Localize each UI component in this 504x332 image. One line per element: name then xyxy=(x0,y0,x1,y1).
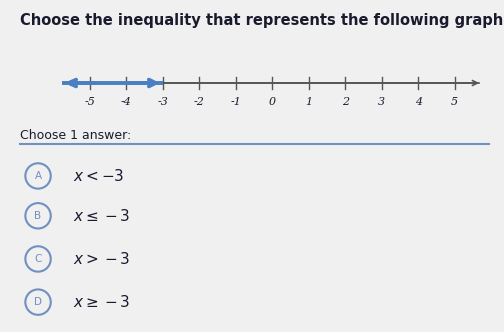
Text: C: C xyxy=(34,254,42,264)
Text: 4: 4 xyxy=(415,97,422,107)
Text: $x < -3$: $x < -3$ xyxy=(73,168,124,184)
Text: D: D xyxy=(34,297,42,307)
Text: A: A xyxy=(34,171,42,181)
Text: 0: 0 xyxy=(269,97,276,107)
Text: B: B xyxy=(34,211,42,221)
Text: -3: -3 xyxy=(157,97,168,107)
Text: -4: -4 xyxy=(121,97,132,107)
Text: Choose the inequality that represents the following graph.: Choose the inequality that represents th… xyxy=(20,13,504,28)
Text: 1: 1 xyxy=(305,97,312,107)
Text: 2: 2 xyxy=(342,97,349,107)
Text: $x \leq -3$: $x \leq -3$ xyxy=(73,208,131,224)
Text: 5: 5 xyxy=(451,97,458,107)
Text: -2: -2 xyxy=(194,97,205,107)
Text: $x \geq -3$: $x \geq -3$ xyxy=(73,294,131,310)
Text: Choose 1 answer:: Choose 1 answer: xyxy=(20,129,132,142)
Text: -1: -1 xyxy=(230,97,241,107)
Text: 3: 3 xyxy=(378,97,385,107)
Text: $x > -3$: $x > -3$ xyxy=(73,251,131,267)
Text: -5: -5 xyxy=(84,97,95,107)
